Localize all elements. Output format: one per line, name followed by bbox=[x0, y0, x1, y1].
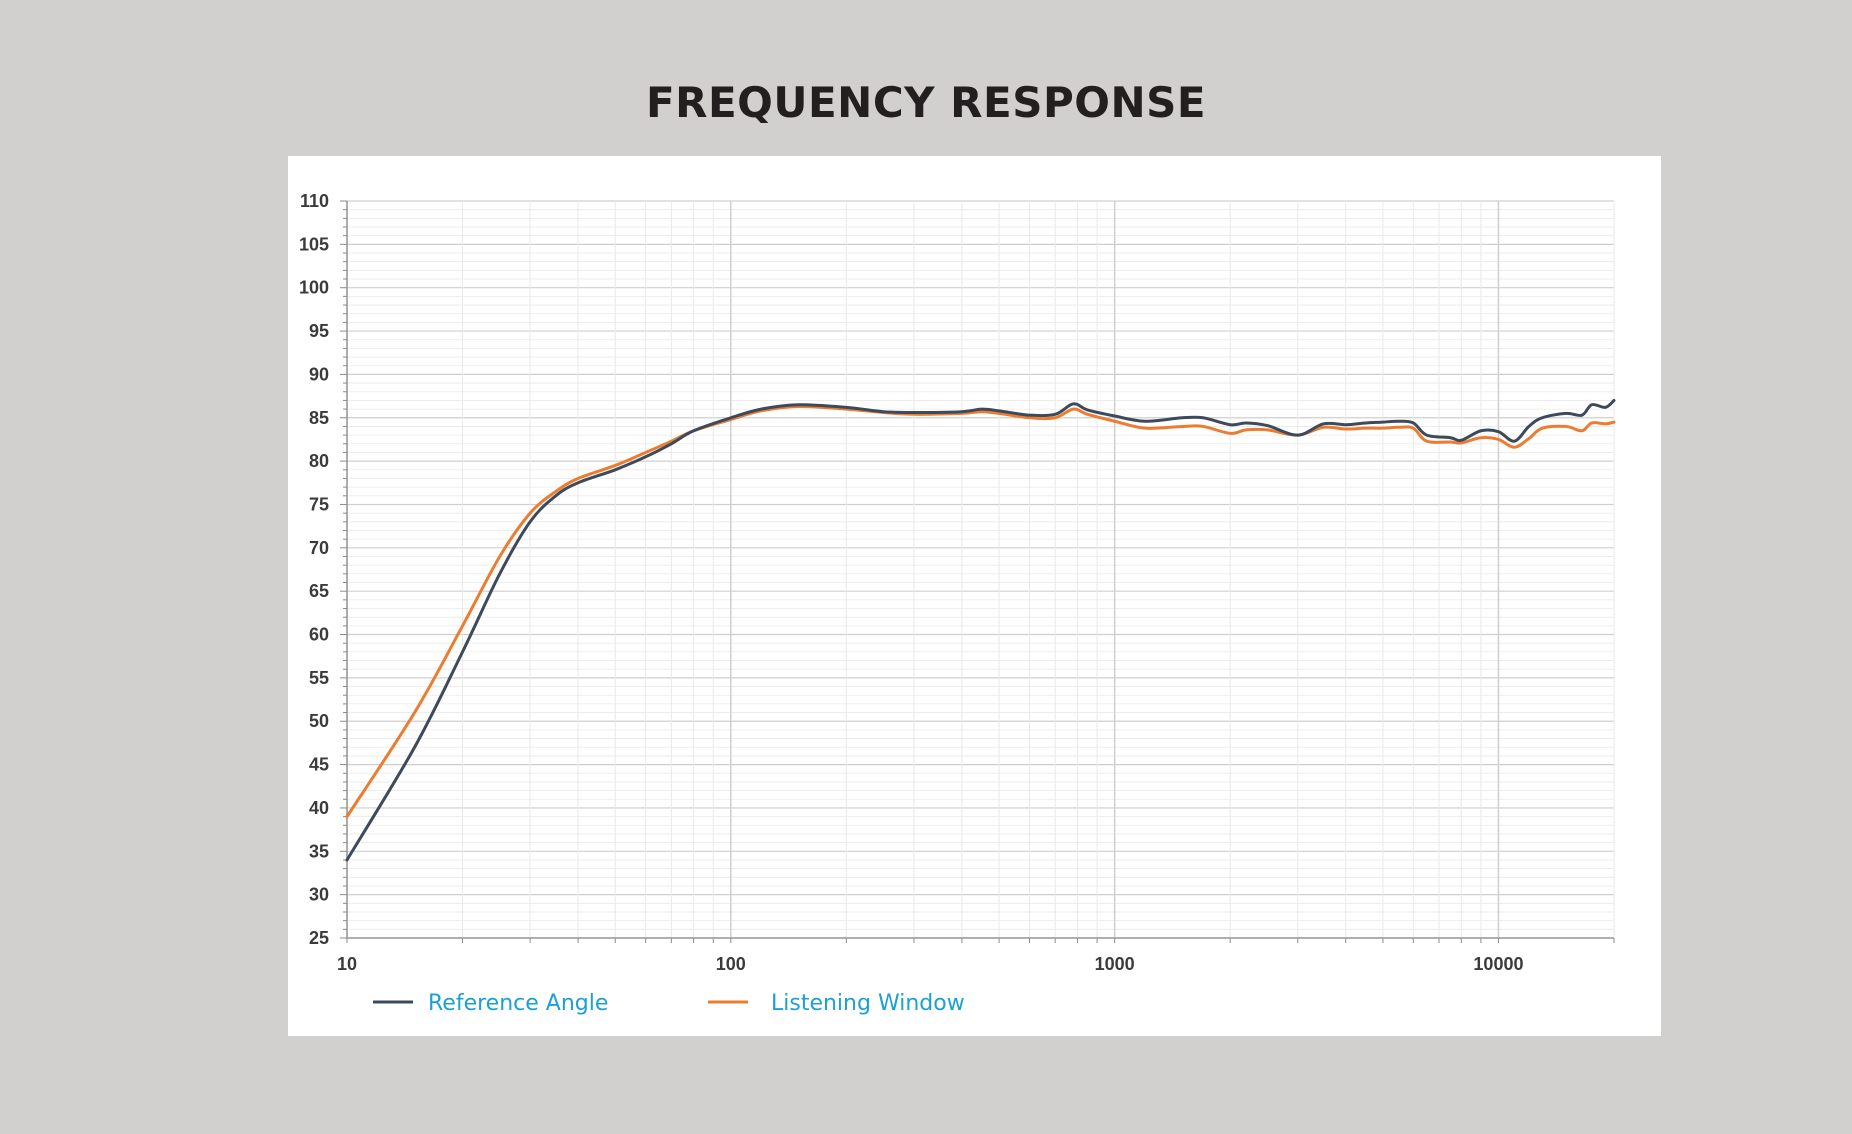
series-lines bbox=[345, 398, 1616, 862]
page-title: FREQUENCY RESPONSE bbox=[645, 78, 1207, 127]
y-tick-label: 35 bbox=[309, 841, 329, 861]
series-line-reference-angle bbox=[345, 398, 1616, 862]
x-tick-label: 10000 bbox=[1473, 954, 1523, 974]
y-tick-label: 60 bbox=[309, 625, 329, 645]
x-tick-label: 1000 bbox=[1095, 954, 1135, 974]
legend-label-listening-window: Listening Window bbox=[771, 991, 965, 1016]
y-tick-label: 75 bbox=[309, 494, 329, 514]
series-line-listening-window bbox=[345, 404, 1616, 819]
y-tick-label: 105 bbox=[299, 234, 329, 254]
y-tick-label: 95 bbox=[309, 321, 329, 341]
y-tick-label: 80 bbox=[309, 451, 329, 471]
y-tick-label: 65 bbox=[309, 581, 329, 601]
y-tick-label: 55 bbox=[309, 668, 329, 688]
y-tick-label: 70 bbox=[309, 538, 329, 558]
y-tick-label: 110 bbox=[300, 191, 329, 211]
x-tick-label: 10 bbox=[337, 954, 357, 974]
grid bbox=[346, 200, 1615, 939]
chart-panel: 110 105 100 95 90 85 80 75 70 65 60 55 50 45 40 35 30 25 1… bbox=[288, 156, 1661, 1036]
y-tick-label: 45 bbox=[309, 755, 329, 775]
y-tick-label: 30 bbox=[309, 885, 329, 905]
y-tick-label: 90 bbox=[309, 364, 329, 384]
y-tick-label: 100 bbox=[299, 278, 329, 298]
legend-label-reference-angle: Reference Angle bbox=[428, 991, 608, 1016]
y-tick-label: 25 bbox=[309, 928, 329, 948]
y-tick-label: 40 bbox=[309, 798, 329, 818]
legend: Reference Angle Listening Window bbox=[373, 991, 965, 1016]
y-tick-label: 50 bbox=[309, 711, 329, 731]
y-tick-label: 85 bbox=[309, 408, 329, 428]
x-tick-label: 100 bbox=[716, 954, 746, 974]
frequency-response-chart: 110 105 100 95 90 85 80 75 70 65 60 55 50 45 40 35 30 25 1… bbox=[299, 191, 1616, 1016]
